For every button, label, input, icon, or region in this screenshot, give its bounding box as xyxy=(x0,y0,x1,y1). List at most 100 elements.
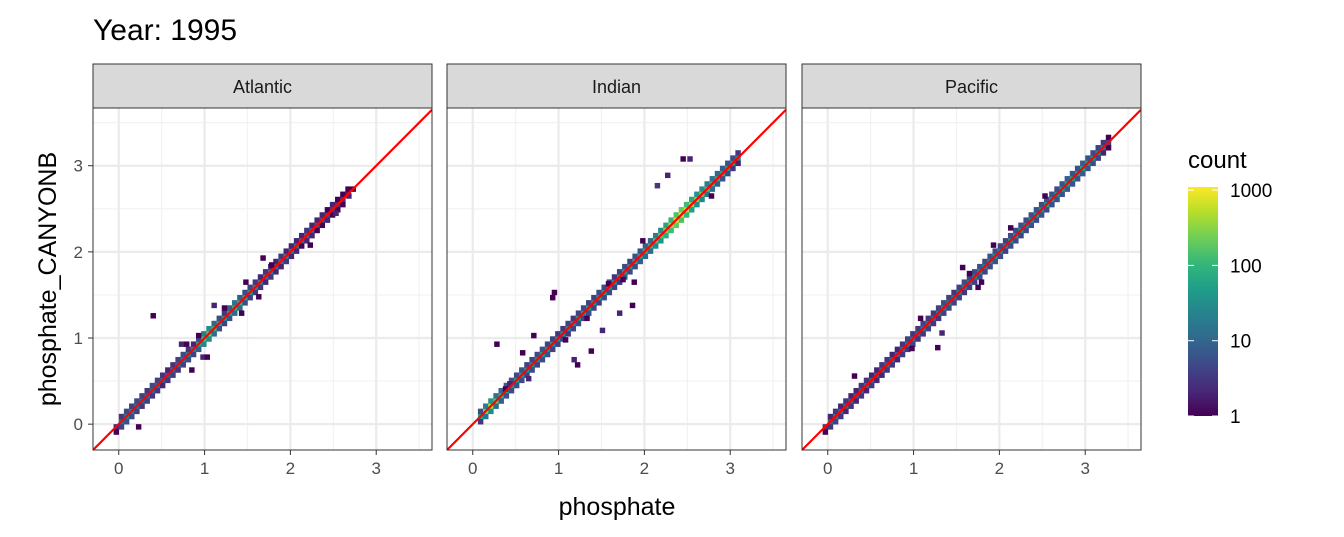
bin xyxy=(910,331,916,337)
bin xyxy=(879,362,885,368)
bin xyxy=(206,336,212,342)
bin xyxy=(642,243,649,249)
bin xyxy=(678,207,685,213)
bin xyxy=(565,331,571,337)
bin xyxy=(519,377,525,384)
x-tick-label: 3 xyxy=(725,459,734,478)
bin xyxy=(588,348,595,354)
bin xyxy=(335,196,341,203)
bin xyxy=(252,289,259,296)
bin xyxy=(663,232,669,239)
bin xyxy=(946,305,952,311)
bin xyxy=(488,408,494,415)
bin xyxy=(1064,176,1071,182)
bin xyxy=(211,302,217,309)
strip-label: Atlantic xyxy=(233,77,292,97)
bin xyxy=(273,269,279,275)
bin xyxy=(190,341,197,347)
bin xyxy=(525,375,532,382)
bin xyxy=(663,222,669,229)
bin xyxy=(920,320,926,327)
bin xyxy=(894,346,901,353)
y-tick-label: 3 xyxy=(74,157,83,176)
bin xyxy=(874,377,880,384)
bin xyxy=(851,373,858,379)
bin xyxy=(562,337,569,343)
bin xyxy=(524,362,530,368)
bin xyxy=(570,325,577,332)
bin xyxy=(689,207,695,213)
bin xyxy=(709,186,716,192)
bin xyxy=(544,341,551,347)
facet-panels: Atlantic 0 1 2 3 0 1 2 3 Indian 0 1 2 3 Pacific 0 1 2 3 xyxy=(74,63,1142,478)
bin xyxy=(647,238,654,244)
bin xyxy=(154,377,161,384)
bin xyxy=(580,315,587,322)
bin xyxy=(1054,186,1060,192)
bin xyxy=(175,367,181,373)
bin xyxy=(939,330,945,336)
bin xyxy=(508,377,515,384)
bin xyxy=(183,341,190,347)
legend-label: 1 xyxy=(1230,407,1241,428)
bin xyxy=(1028,212,1035,218)
panel-border xyxy=(446,107,787,451)
bin xyxy=(1038,212,1045,218)
bin xyxy=(345,186,351,192)
bin xyxy=(616,310,623,316)
legend-label: 100 xyxy=(1230,256,1262,277)
bin xyxy=(730,155,736,161)
bin xyxy=(652,243,659,249)
bin xyxy=(268,262,275,268)
bin xyxy=(586,300,592,306)
bin xyxy=(483,413,489,420)
bin xyxy=(262,269,269,275)
legend-label: 1000 xyxy=(1230,181,1272,202)
bin xyxy=(889,362,895,368)
bin xyxy=(1100,139,1107,146)
bin xyxy=(714,170,721,177)
bin xyxy=(1059,181,1065,187)
bin xyxy=(925,325,932,332)
bin xyxy=(627,269,633,275)
bin xyxy=(868,382,875,389)
bin xyxy=(1069,170,1076,177)
bin xyxy=(165,367,171,373)
bin xyxy=(822,429,829,435)
bin xyxy=(221,320,228,327)
bin xyxy=(961,279,968,285)
bin xyxy=(113,429,120,435)
bin xyxy=(329,201,336,208)
bin xyxy=(956,294,962,301)
bin xyxy=(257,284,264,291)
bin xyxy=(642,253,649,260)
bin xyxy=(575,310,582,316)
x-axis-label: phosphate xyxy=(559,493,676,521)
bin xyxy=(654,182,661,189)
bin xyxy=(237,305,243,311)
bin xyxy=(1018,222,1024,229)
bin xyxy=(704,181,710,187)
bin xyxy=(631,279,637,285)
bin xyxy=(1038,201,1045,208)
bin xyxy=(925,315,932,322)
bin xyxy=(956,284,962,291)
bin xyxy=(170,372,176,378)
bin xyxy=(1090,160,1096,167)
bin xyxy=(226,315,233,322)
bin xyxy=(725,170,731,177)
bin xyxy=(319,212,326,218)
x-tick-label: 0 xyxy=(823,459,832,478)
bin xyxy=(987,253,993,260)
bin xyxy=(596,300,602,306)
bin xyxy=(935,344,941,351)
bin xyxy=(123,408,130,415)
bin xyxy=(570,315,577,322)
bin xyxy=(216,315,223,322)
bin xyxy=(519,367,525,373)
bin xyxy=(483,403,489,409)
bin xyxy=(647,248,654,254)
bin xyxy=(539,346,546,353)
bin xyxy=(309,232,315,239)
bin xyxy=(262,279,269,285)
